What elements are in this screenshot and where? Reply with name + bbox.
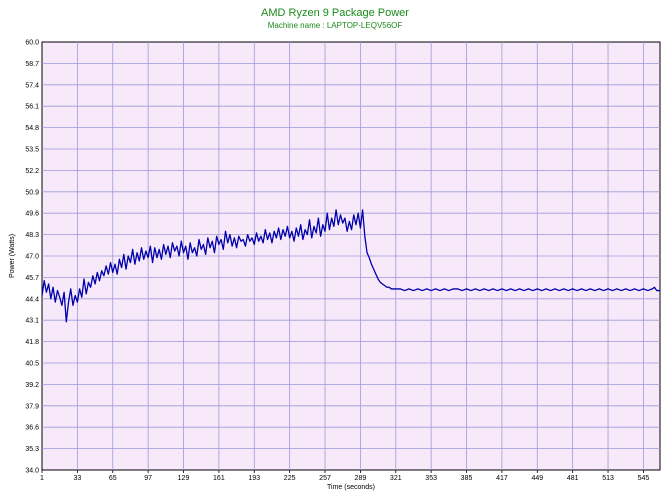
y-tick-label: 54.8 — [25, 125, 39, 132]
y-tick-label: 37.9 — [25, 403, 39, 410]
y-tick-label: 41.8 — [25, 339, 39, 346]
y-tick-label: 45.7 — [25, 275, 39, 282]
chart-subtitle: Machine name : LAPTOP-LEQV56OF — [268, 21, 403, 30]
y-tick-label: 34.0 — [25, 468, 39, 475]
y-tick-label: 53.5 — [25, 147, 39, 154]
x-tick-label: 321 — [390, 475, 402, 482]
x-tick-label: 257 — [319, 475, 331, 482]
x-tick-label: 449 — [531, 475, 543, 482]
y-tick-label: 56.1 — [25, 104, 39, 111]
y-tick-label: 43.1 — [25, 318, 39, 325]
x-tick-label: 513 — [602, 475, 614, 482]
y-tick-label: 40.5 — [25, 361, 39, 368]
y-tick-label: 50.9 — [25, 189, 39, 196]
x-tick-label: 1 — [40, 475, 44, 482]
y-tick-label: 60.0 — [25, 40, 39, 47]
y-tick-label: 58.7 — [25, 61, 39, 68]
x-tick-label: 97 — [144, 475, 152, 482]
y-tick-label: 49.6 — [25, 211, 39, 218]
x-tick-label: 289 — [355, 475, 367, 482]
y-tick-label: 48.3 — [25, 232, 39, 239]
x-tick-label: 225 — [284, 475, 296, 482]
chart-title: AMD Ryzen 9 Package Power — [261, 7, 409, 19]
y-tick-label: 35.3 — [25, 446, 39, 453]
x-tick-label: 65 — [109, 475, 117, 482]
x-tick-label: 193 — [248, 475, 260, 482]
y-tick-label: 36.6 — [25, 425, 39, 432]
y-tick-label: 47.0 — [25, 254, 39, 261]
y-tick-label: 44.4 — [25, 296, 39, 303]
x-tick-label: 545 — [638, 475, 650, 482]
x-tick-label: 385 — [461, 475, 473, 482]
x-axis-ticks: 1 33 65 97 129 161 193 225 257 289 321 353 385 417 449… — [40, 470, 649, 482]
y-tick-label: 52.2 — [25, 168, 39, 175]
x-tick-label: 161 — [213, 475, 225, 482]
y-axis-label: Power (Watts) — [9, 234, 16, 278]
y-tick-label: 39.2 — [25, 382, 39, 389]
x-tick-label: 481 — [567, 475, 579, 482]
grid-lines — [42, 42, 660, 470]
series-group — [41, 209, 660, 323]
y-axis-ticks: 34.0 35.3 36.6 37.9 39.2 40.5 41.8 43.1 44.4 45.7… — [25, 40, 39, 475]
x-tick-label: 353 — [425, 475, 437, 482]
x-tick-label: 33 — [73, 475, 81, 482]
y-tick-label: 57.4 — [25, 82, 39, 89]
series-line — [41, 209, 660, 323]
x-tick-label: 417 — [496, 475, 508, 482]
x-axis-label: Time (seconds) — [327, 484, 375, 491]
x-tick-label: 129 — [178, 475, 190, 482]
